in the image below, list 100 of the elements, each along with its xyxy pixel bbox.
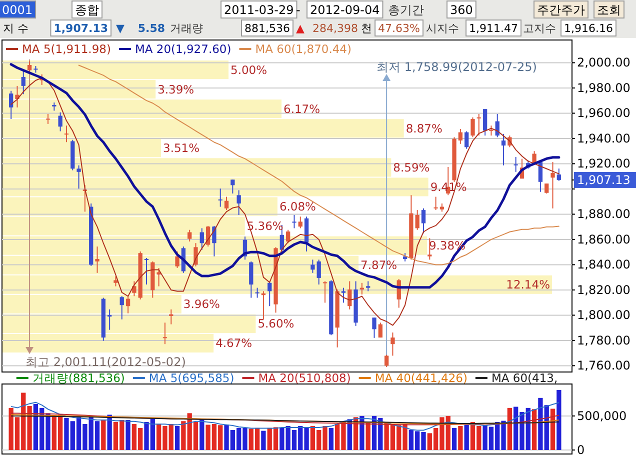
candlestick <box>200 228 204 250</box>
candlestick <box>224 196 229 211</box>
text: 조회 <box>597 3 621 17</box>
candlestick <box>476 113 481 136</box>
data-label: 8.87% <box>406 121 442 136</box>
text: ▼ <box>116 22 125 35</box>
y-tick-label: 0 <box>577 443 585 457</box>
y-tick-label: 1,960.00 <box>577 106 630 120</box>
data-label: 5.60% <box>258 316 294 331</box>
candlestick <box>384 354 389 368</box>
text: 1,911.47 <box>469 22 518 35</box>
candlestick <box>316 259 321 286</box>
candlestick <box>144 258 149 286</box>
candlestick <box>249 260 254 298</box>
candlestick <box>458 128 463 144</box>
data-label: 12.14% <box>506 278 550 292</box>
text: 주간주가 <box>537 3 585 17</box>
y-tick-label: 1,760.00 <box>577 358 630 373</box>
bar <box>126 420 130 450</box>
candlestick <box>188 229 192 242</box>
candlestick <box>482 108 488 136</box>
text: 2012-09-04 <box>310 3 380 17</box>
candlestick <box>421 208 426 234</box>
bar <box>464 424 469 450</box>
text: 5.58 <box>138 22 165 35</box>
data-label: 6.08% <box>279 200 316 214</box>
data-label: 3.96% <box>183 297 220 312</box>
candlestick <box>532 150 536 164</box>
y-tick-label: 1,820.00 <box>577 282 630 297</box>
candlestick <box>298 216 302 229</box>
candlestick <box>95 246 100 274</box>
line-series <box>10 77 560 326</box>
bar <box>458 426 463 450</box>
text: 284,398 <box>312 22 358 35</box>
candlestick <box>21 70 26 95</box>
bar <box>366 422 370 450</box>
data-label: 5.00% <box>230 62 268 77</box>
candlestick <box>212 225 216 257</box>
text: 거래량 <box>170 22 203 35</box>
y-tick-label: 500,000 <box>577 408 627 423</box>
text: 고지수 <box>523 22 556 35</box>
legend-label: MA 5(695,585) <box>148 371 234 385</box>
candlestick <box>255 287 260 298</box>
annotation: 최고 2,001.11(2012-05-02) <box>26 355 186 369</box>
candlestick <box>230 179 235 194</box>
candlestick <box>286 229 290 244</box>
candlestick <box>9 90 14 120</box>
candlestick <box>489 125 494 136</box>
candlestick <box>27 60 32 74</box>
candlestick <box>46 113 50 124</box>
text: 881,536 <box>244 22 290 35</box>
series-label: 거래량(881,536) <box>32 371 125 385</box>
text: 천 <box>361 22 372 35</box>
candlestick <box>76 164 81 190</box>
legend-label: MA 20(1,927.60) <box>134 42 232 56</box>
text: 1,916.16 <box>564 22 613 35</box>
bar <box>200 419 204 450</box>
data-label: 7.87% <box>360 258 398 272</box>
text: 총기간 <box>388 3 424 17</box>
candlestick <box>464 130 469 150</box>
candlestick <box>218 188 222 208</box>
bar <box>328 428 334 450</box>
candlestick <box>434 196 438 211</box>
y-tick-label: 1,920.00 <box>577 156 630 171</box>
text: 2011-03-29 <box>224 3 294 17</box>
y-tick-label: 1,980.00 <box>577 80 630 95</box>
text: 0001 <box>2 3 33 17</box>
text: 지 수 <box>3 22 28 35</box>
candlestick <box>514 156 518 172</box>
candlestick <box>175 250 180 268</box>
y-tick-label: 1,860.00 <box>577 232 630 246</box>
annotation: 최저 1,758.99(2012-07-25) <box>376 60 537 74</box>
data-label: 3.51% <box>163 140 200 155</box>
bar <box>101 420 106 450</box>
legend-label: MA 5(1,911.98) <box>22 42 111 56</box>
candlestick <box>470 116 475 138</box>
candlestick <box>162 322 168 345</box>
y-tick-label: 1,940.00 <box>577 131 630 146</box>
data-label: 6.17% <box>284 102 320 116</box>
text: 1,907.13 <box>54 22 108 35</box>
candlestick <box>372 317 376 338</box>
legend-label: MA 20(510,808) <box>258 371 351 385</box>
y-tick-label: 1,780.00 <box>577 333 630 348</box>
candlestick <box>64 125 69 143</box>
candlestick <box>366 280 370 292</box>
data-label: 8.59% <box>393 160 430 174</box>
candlestick <box>390 332 395 356</box>
candlestick <box>556 168 561 182</box>
data-label: 3.39% <box>158 82 194 96</box>
bar <box>261 430 266 450</box>
bar <box>174 426 180 450</box>
line-series <box>10 402 560 431</box>
text: 360 <box>450 3 473 17</box>
candlestick <box>501 133 506 166</box>
candlestick <box>341 287 346 304</box>
legend-label: MA 60(1,870.44) <box>255 42 352 56</box>
text: 47.63% <box>378 22 420 35</box>
candlestick <box>544 183 549 194</box>
candlestick <box>126 296 130 314</box>
candlestick <box>415 210 420 230</box>
